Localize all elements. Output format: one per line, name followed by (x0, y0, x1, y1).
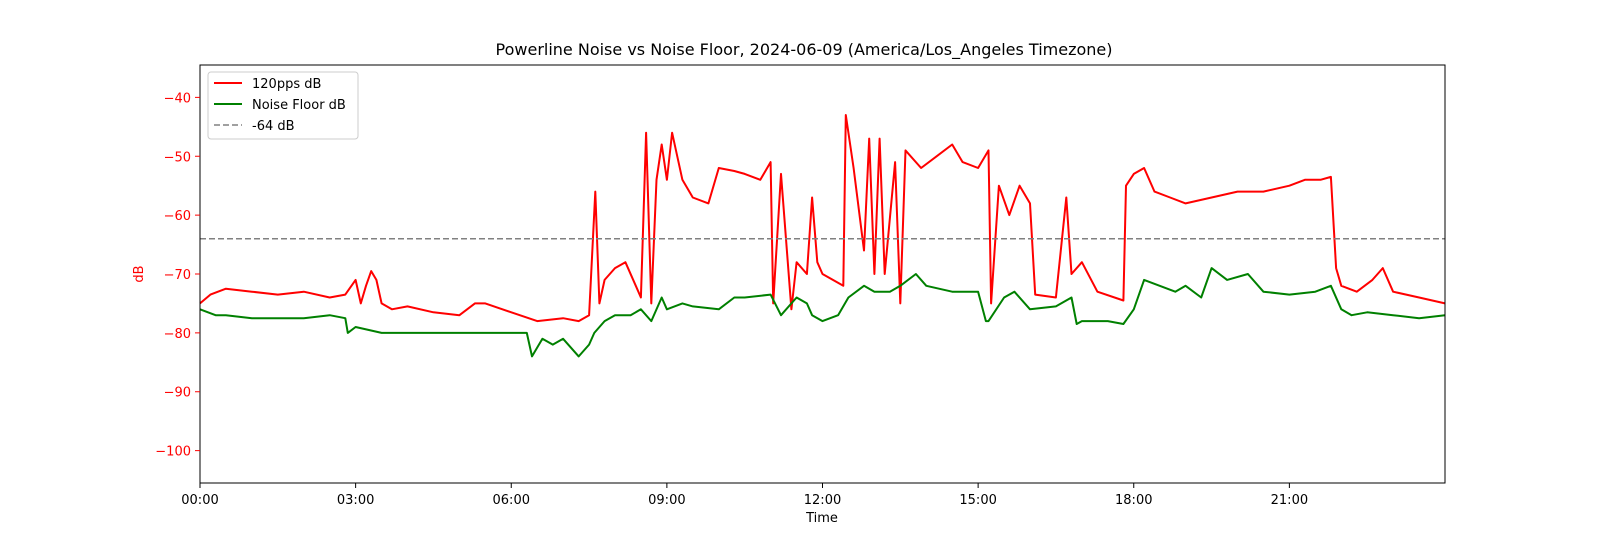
y-tick-label-0: −40 (164, 91, 191, 106)
legend-box (207, 71, 359, 140)
x-tick-label-4: 12:00 (804, 493, 841, 508)
legend-label-noise-floor: Noise Floor dB (252, 98, 346, 113)
x-axis: 00:00 03:00 06:00 09:00 12:00 15:00 18:00 21:00 (181, 483, 1308, 508)
legend: 120pps dB Noise Floor dB -64 dB (207, 71, 359, 140)
x-tick-label-6: 18:00 (1115, 493, 1152, 508)
series-line-0 (199, 114, 1446, 323)
x-axis-label: Time (805, 511, 838, 526)
y-tick-label-2: −60 (164, 209, 191, 224)
x-tick-label-2: 06:00 (493, 493, 530, 508)
x-tick-label-3: 09:00 (648, 493, 685, 508)
series-layer (199, 114, 1446, 358)
y-tick-label-3: −70 (164, 268, 191, 283)
y-axis-label: dB (132, 265, 147, 282)
series-line-1 (199, 267, 1446, 358)
x-tick-label-7: 21:00 (1271, 493, 1308, 508)
y-tick-label-6: −100 (155, 445, 191, 460)
legend-label-120pps: 120pps dB (252, 77, 321, 92)
y-tick-label-4: −80 (164, 327, 191, 342)
x-tick-label-0: 00:00 (181, 493, 218, 508)
y-axis: −40 −50 −60 −70 −80 −90 −100 (155, 91, 200, 460)
y-tick-label-1: −50 (164, 150, 191, 165)
legend-label-threshold: -64 dB (252, 119, 295, 134)
x-tick-label-1: 03:00 (337, 493, 374, 508)
y-tick-label-5: −90 (164, 386, 191, 401)
chart-title: Powerline Noise vs Noise Floor, 2024-06-… (496, 40, 1113, 60)
x-tick-label-5: 15:00 (959, 493, 996, 508)
